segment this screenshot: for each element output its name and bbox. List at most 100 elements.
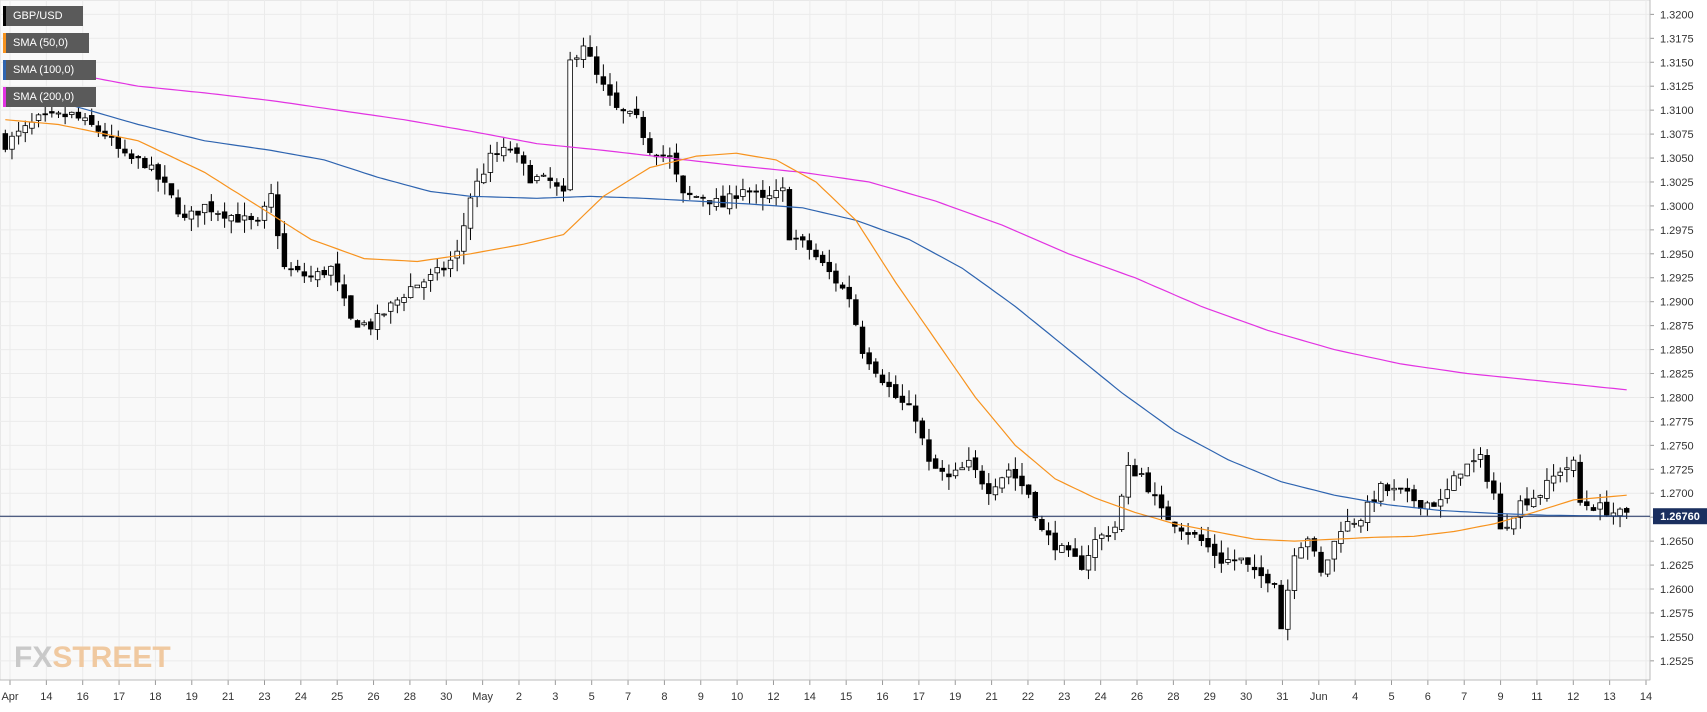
legend-sma200[interactable]: SMA (200,0) <box>3 87 96 107</box>
candle-body <box>1537 495 1544 498</box>
candle-body <box>660 154 666 157</box>
candle-body <box>374 313 381 330</box>
candle-body <box>1378 483 1384 502</box>
candle-body <box>1610 512 1617 517</box>
y-tick-label: 1.3025 <box>1660 177 1694 189</box>
candle-body <box>82 117 88 122</box>
x-tick-label: 13 <box>1604 691 1616 703</box>
candle-body <box>1510 517 1517 530</box>
candle-body <box>673 152 680 175</box>
x-tick-label: 14 <box>804 691 816 703</box>
candle-body <box>341 284 347 299</box>
candle-body <box>1437 499 1444 507</box>
candle-body <box>175 197 181 215</box>
candle-body <box>1178 527 1185 532</box>
x-tick-label: 24 <box>295 691 307 703</box>
candle-body <box>261 205 268 221</box>
candle-body <box>1205 538 1211 548</box>
x-tick-label: 2 <box>516 691 522 703</box>
y-tick-label: 1.3050 <box>1660 153 1694 165</box>
candle-body <box>1005 469 1012 478</box>
candle-body <box>1251 566 1258 571</box>
x-tick-label: 19 <box>186 691 198 703</box>
logo-fx: FX <box>14 641 53 674</box>
candle-body <box>1118 495 1125 530</box>
candle-body <box>627 110 633 114</box>
candle-body <box>481 173 487 184</box>
legend-gbpusd[interactable]: GBP/USD <box>3 6 83 26</box>
y-tick-label: 1.2900 <box>1660 297 1694 309</box>
candle-body <box>534 176 540 182</box>
candle-body <box>294 265 301 271</box>
current-price-badge <box>1653 508 1707 525</box>
candle-body <box>1285 589 1291 630</box>
candle-body <box>388 302 394 312</box>
candle-body <box>1231 559 1238 562</box>
x-tick-label: 17 <box>113 691 125 703</box>
candle-body <box>494 153 500 155</box>
candle-body <box>1125 465 1132 498</box>
candle-body <box>22 125 28 134</box>
candle-body <box>932 458 939 469</box>
candle-body <box>1411 489 1417 502</box>
x-tick-label: 17 <box>913 691 925 703</box>
candle-body <box>155 164 161 180</box>
y-tick-label: 1.3175 <box>1660 33 1694 45</box>
x-tick-label: 15 <box>840 691 852 703</box>
x-tick-label: 4 <box>1352 691 1358 703</box>
candle-body <box>1265 573 1271 584</box>
candle-body <box>1364 501 1371 524</box>
candle-body <box>1311 538 1318 552</box>
candle-body <box>826 261 833 273</box>
legend-sma100[interactable]: SMA (100,0) <box>3 60 96 80</box>
candle-body <box>1291 555 1298 591</box>
x-tick-label: May <box>472 691 493 703</box>
candle-body <box>95 125 102 132</box>
candle-body <box>720 195 726 208</box>
x-tick-label: 29 <box>1204 691 1216 703</box>
candle-body <box>407 286 414 299</box>
candle-body <box>853 299 859 325</box>
candle-body <box>647 138 653 153</box>
candle-body <box>1258 567 1264 577</box>
candle-body <box>560 185 567 192</box>
current-price-label: 1.26760 <box>1660 511 1700 523</box>
candle-body <box>952 469 959 477</box>
candle-body <box>235 214 241 223</box>
candle-body <box>846 286 852 300</box>
candle-body <box>1444 489 1450 499</box>
x-tick-label: 7 <box>625 691 631 703</box>
candle-body <box>1085 555 1092 571</box>
legend-sma200-swatch <box>3 87 6 107</box>
candle-body <box>992 486 999 496</box>
candle-body <box>1424 502 1431 510</box>
fxstreet-logo: FXSTREET <box>14 641 171 675</box>
x-tick-label: 26 <box>1131 691 1143 703</box>
candle-body <box>580 45 587 60</box>
candle-body <box>208 201 215 213</box>
legend-sma50[interactable]: SMA (50,0) <box>3 33 89 53</box>
x-tick-label: 18 <box>149 691 161 703</box>
candle-body <box>55 112 62 115</box>
candle-body <box>1590 507 1597 511</box>
y-tick-label: 1.2775 <box>1660 416 1694 428</box>
candle-body <box>613 92 620 108</box>
candle-body <box>474 180 480 198</box>
candle-body <box>1557 471 1563 476</box>
x-tick-label: 5 <box>1388 691 1394 703</box>
candle-body <box>760 189 766 198</box>
candle-body <box>215 212 221 215</box>
x-tick-label: 12 <box>1567 691 1579 703</box>
candle-body <box>1012 468 1019 479</box>
candle-body <box>115 136 122 149</box>
candle-body <box>1271 583 1278 585</box>
candle-body <box>839 284 846 289</box>
candle-body <box>334 263 341 283</box>
candle-body <box>693 196 700 198</box>
sma50-line <box>5 119 1627 542</box>
candle-body <box>1019 475 1025 487</box>
candle-body <box>1092 539 1098 558</box>
y-tick-label: 1.2700 <box>1660 488 1694 500</box>
candle-body <box>201 203 208 214</box>
logo-street: STREET <box>52 641 171 674</box>
